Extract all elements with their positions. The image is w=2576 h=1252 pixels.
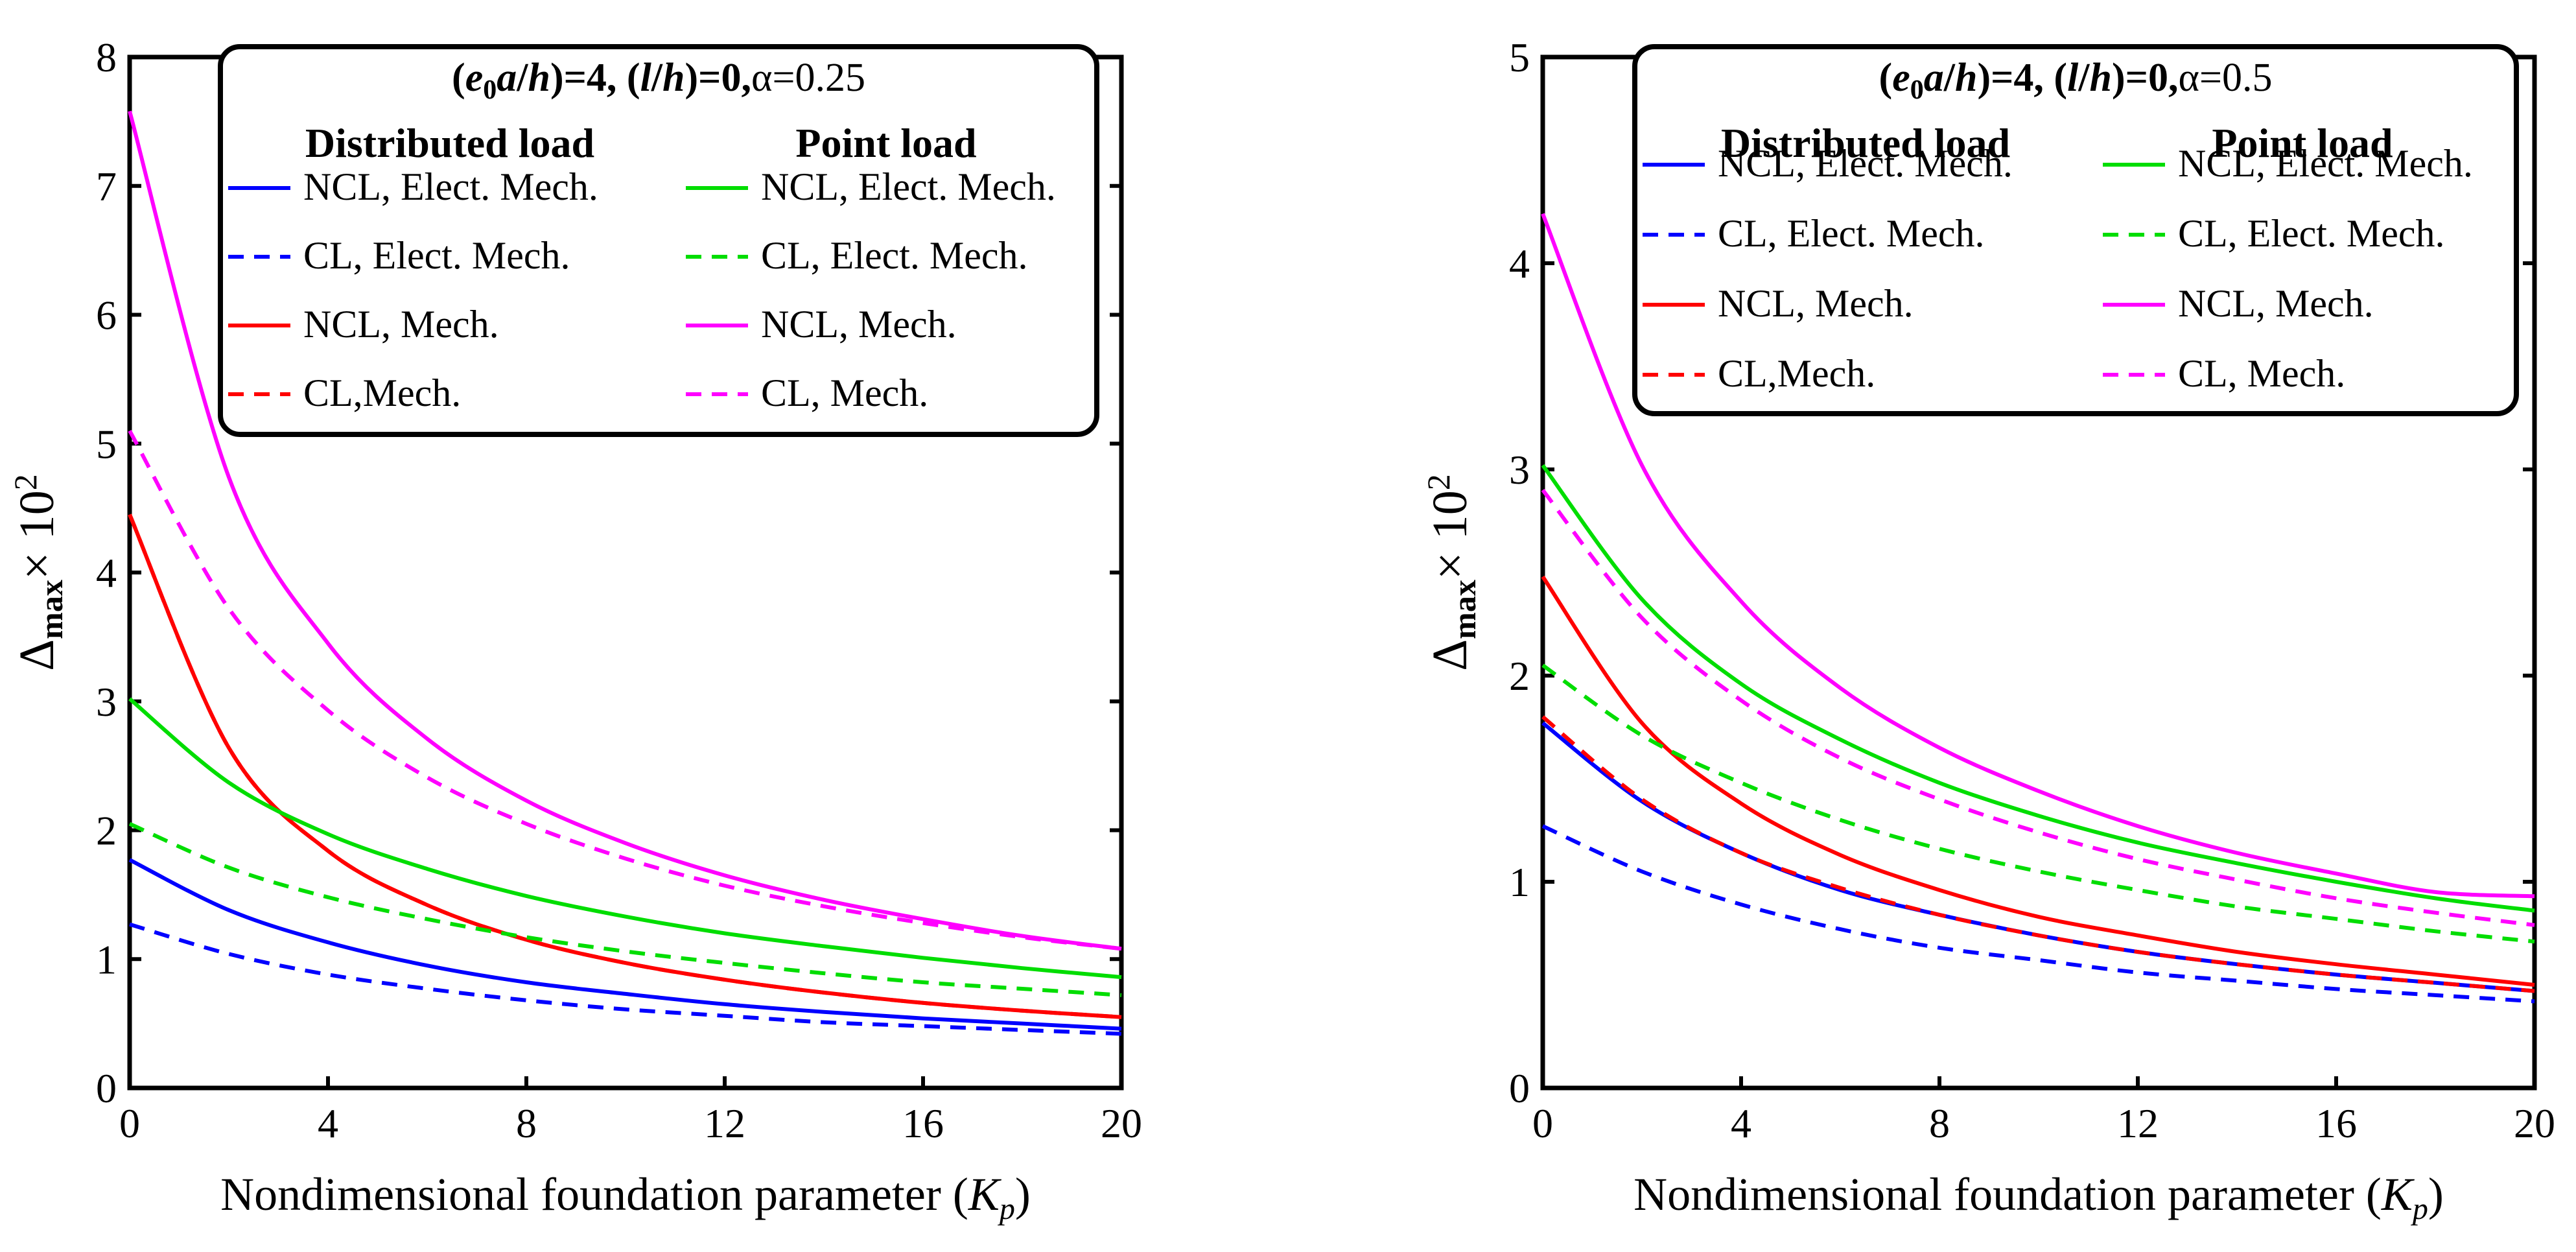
series-line-point-load-ncl-elect-mech — [128, 697, 1122, 980]
y-axis-label: Δmax× 102 — [1420, 474, 1482, 670]
y-tick-label: 4 — [1509, 241, 1530, 287]
legend-entry-label: NCL, Elect. Mech. — [303, 165, 598, 208]
x-tick-label: 12 — [2117, 1100, 2159, 1146]
legend-entry-label: NCL, Mech. — [761, 303, 957, 346]
legend-box — [1632, 44, 2519, 416]
legend-entry-label: CL,Mech. — [1718, 352, 1875, 395]
legend-entry-label: NCL, Elect. Mech. — [761, 165, 1056, 208]
y-tick-label: 1 — [96, 936, 117, 982]
x-tick-label: 16 — [2315, 1100, 2357, 1146]
legend-entry-label: CL, Mech. — [761, 372, 928, 414]
series-line-distributed-load-cl-elect-mech — [129, 922, 1122, 1036]
legend-entry-label: NCL, Mech. — [1718, 282, 1914, 325]
x-tick-label: 16 — [902, 1100, 944, 1146]
y-tick-label: 8 — [96, 34, 117, 80]
x-tick-label: 12 — [704, 1100, 745, 1146]
legend-header: Distributed load — [305, 120, 594, 166]
x-tick-label: 8 — [1929, 1100, 1950, 1146]
series-line-point-load-cl-mech — [128, 429, 1122, 951]
y-axis-label: Δmax× 102 — [7, 474, 69, 670]
series-line-distributed-load-cl-mech — [1541, 715, 2535, 993]
y-tick-label: 6 — [96, 292, 117, 338]
y-tick-label: 2 — [1509, 653, 1530, 699]
y-tick-label: 0 — [96, 1065, 117, 1111]
y-tick-label: 4 — [96, 550, 117, 596]
legend-header: Point load — [795, 120, 976, 166]
y-tick-label: 5 — [1509, 34, 1530, 80]
legend-entry-label: NCL, Mech. — [2178, 282, 2374, 325]
x-tick-label: 8 — [516, 1100, 537, 1146]
x-axis-label: Nondimensional foundation parameter (Kp) — [1633, 1168, 2444, 1226]
y-tick-label: 2 — [96, 808, 117, 854]
y-tick-label: 3 — [96, 679, 117, 725]
series-line-point-load-ncl-mech — [128, 110, 1122, 951]
legend-entry-label: CL, Elect. Mech. — [1718, 212, 1985, 255]
y-tick-label: 3 — [1509, 447, 1530, 493]
legend-entry-label: CL, Elect. Mech. — [761, 234, 1028, 277]
y-tick-label: 5 — [96, 421, 117, 467]
series-line-distributed-load-ncl-mech — [128, 514, 1122, 1019]
series-line-point-load-cl-elect-mech — [128, 821, 1122, 997]
legend-entry-label: NCL, Mech. — [303, 303, 499, 346]
series-line-distributed-load-ncl-mech — [1541, 575, 2535, 987]
x-axis-label: Nondimensional foundation parameter (Kp) — [220, 1168, 1031, 1226]
x-tick-label: 0 — [1532, 1100, 1553, 1146]
legend-box — [218, 44, 1099, 437]
y-tick-label: 1 — [1509, 859, 1530, 905]
series-line-point-load-ncl-mech — [1541, 213, 2535, 899]
series-line-distributed-load-ncl-elect-mech — [128, 858, 1122, 1031]
legend-title: (e0a/h)=4, (l/h)=0,α=0.25 — [452, 56, 865, 105]
legend-entry-label: NCL, Elect. Mech. — [2178, 142, 2473, 185]
series-line-point-load-cl-mech — [1541, 488, 2535, 927]
legend-entry-label: CL, Mech. — [2178, 352, 2345, 395]
legend-title: (e0a/h)=4, (l/h)=0,α=0.5 — [1879, 56, 2273, 105]
x-tick-label: 20 — [2514, 1100, 2555, 1146]
legend-entry-label: NCL, Elect. Mech. — [1718, 142, 2013, 185]
series-line-distributed-load-ncl-elect-mech — [1541, 721, 2535, 993]
series-line-point-load-cl-elect-mech — [1541, 663, 2535, 944]
series-line-point-load-ncl-elect-mech — [1541, 464, 2535, 913]
legend-entry-label: CL, Elect. Mech. — [2178, 212, 2445, 255]
x-tick-label: 4 — [318, 1100, 338, 1146]
legend-entry-label: CL,Mech. — [303, 372, 461, 414]
series-line-distributed-load-cl-elect-mech — [1541, 824, 2535, 1004]
y-tick-label: 0 — [1509, 1065, 1530, 1111]
x-tick-label: 20 — [1101, 1100, 1142, 1146]
x-tick-label: 4 — [1731, 1100, 1751, 1146]
series-line-distributed-load-cl-mech — [128, 514, 1122, 1019]
legend-entry-label: CL, Elect. Mech. — [303, 234, 570, 277]
y-tick-label: 7 — [96, 163, 117, 209]
legend-header: Point load — [2212, 120, 2393, 166]
x-tick-label: 0 — [119, 1100, 140, 1146]
legend-header: Distributed load — [1721, 120, 2010, 166]
